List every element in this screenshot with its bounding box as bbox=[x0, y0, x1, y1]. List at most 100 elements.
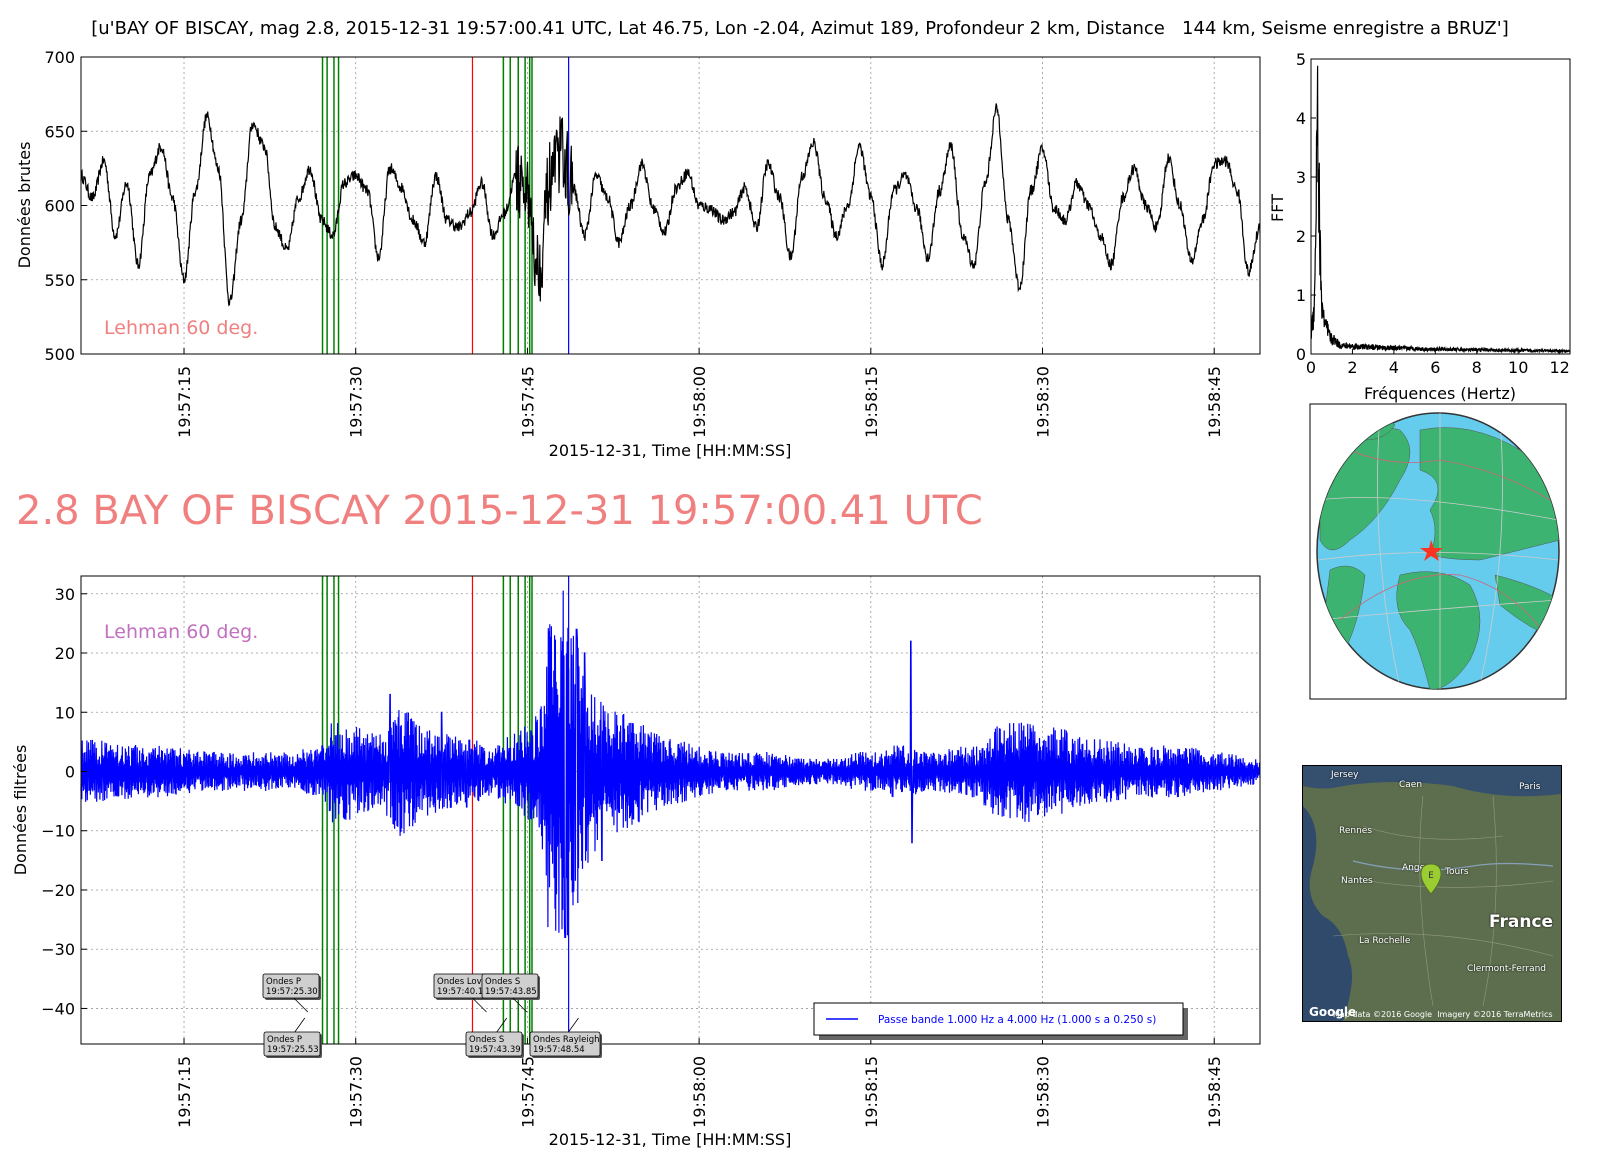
filtered-pick-lines bbox=[321, 576, 570, 1044]
map-label-rennes: Rennes bbox=[1339, 826, 1373, 836]
fft-plot-frame bbox=[1310, 58, 1571, 355]
raw-y-ticks: 500 550 600 650 700 bbox=[44, 48, 87, 364]
fft-y-tick-label: 3 bbox=[1296, 168, 1306, 187]
event-title: 2.8 BAY OF BISCAY 2015-12-31 19:57:00.41… bbox=[16, 488, 983, 534]
filtered-plot-area bbox=[81, 576, 1260, 1044]
map-label-caen: Caen bbox=[1399, 780, 1423, 790]
raw-y-axis-label: Données brutes bbox=[15, 142, 34, 269]
raw-x-ticks: 19:57:15 19:57:30 19:57:45 19:58:00 19:58:15… bbox=[175, 348, 1224, 438]
filtered-x-tick-label: 19:58:45 bbox=[1205, 1056, 1224, 1128]
pick-label: Ondes P19:57:25.30 bbox=[262, 973, 321, 1013]
raw-y-tick-label: 550 bbox=[44, 271, 75, 290]
pick-arrow bbox=[472, 997, 487, 1013]
filtered-y-ticks: 30 20 10 0 −10 −20 −30 −40 bbox=[41, 585, 87, 1018]
map-label-france: France bbox=[1489, 912, 1554, 932]
fft-x-tick-label: 0 bbox=[1306, 358, 1316, 377]
pick-label-name: Ondes S bbox=[469, 1035, 504, 1045]
map-label-tours: Tours bbox=[1445, 867, 1469, 877]
fft-y-ticks: 0 1 2 3 4 5 bbox=[1296, 50, 1316, 364]
filtered-y-axis-label: Données filtrées bbox=[11, 745, 30, 876]
filtered-y-tick-label: −30 bbox=[41, 940, 75, 959]
filtered-y-tick-label: −20 bbox=[41, 881, 75, 900]
raw-x-axis-label: 2015-12-31, Time [HH:MM:SS] bbox=[549, 441, 792, 460]
pick-arrow bbox=[294, 1017, 306, 1033]
pick-label-time: 19:57:43.39 bbox=[469, 1045, 521, 1055]
filtered-y-tick-label: 0 bbox=[65, 762, 75, 781]
filtered-x-tick-label: 19:58:00 bbox=[690, 1056, 709, 1128]
pick-arrow bbox=[512, 997, 528, 1013]
filtered-grid bbox=[81, 576, 1260, 1044]
legend-label: Passe bande 1.000 Hz a 4.000 Hz (1.000 s… bbox=[878, 1014, 1156, 1026]
fft-x-tick-label: 6 bbox=[1430, 358, 1440, 377]
fft-x-tick-label: 8 bbox=[1472, 358, 1482, 377]
fft-y-tick-label: 5 bbox=[1296, 50, 1306, 69]
fft-y-tick-label: 1 bbox=[1296, 286, 1306, 305]
pick-label-name: Ondes S bbox=[485, 977, 520, 987]
fft-x-tick-label: 10 bbox=[1508, 358, 1528, 377]
map-marker-letter: E bbox=[1428, 871, 1434, 881]
filtered-y-tick-label: 20 bbox=[55, 644, 75, 663]
pick-label-name: Ondes Rayleigh bbox=[533, 1035, 600, 1045]
pick-label-time: 19:57:48.54 bbox=[533, 1045, 585, 1055]
pick-label-name: Ondes P bbox=[267, 1035, 302, 1045]
fft-y-axis-label: FFT bbox=[1268, 194, 1287, 222]
filtered-x-axis-label: 2015-12-31, Time [HH:MM:SS] bbox=[549, 1130, 792, 1149]
map-label-angers: Angers bbox=[1402, 863, 1434, 873]
legend: Passe bande 1.000 Hz a 4.000 Hz (1.000 s… bbox=[813, 1002, 1188, 1040]
fft-y-tick-label: 0 bbox=[1296, 345, 1306, 364]
filtered-x-ticks: 19:57:15 19:57:30 19:57:45 19:58:00 19:58:15… bbox=[175, 1038, 1224, 1128]
epicenter-star-icon bbox=[1420, 540, 1443, 561]
map-label-nantes: Nantes bbox=[1341, 876, 1373, 886]
pick-label: Ondes S19:57:43.85 bbox=[481, 973, 540, 1013]
filtered-trace-line bbox=[80, 590, 1261, 938]
filtered-y-tick-label: 30 bbox=[55, 585, 75, 604]
filtered-x-tick-label: 19:58:30 bbox=[1034, 1056, 1053, 1128]
legend-box bbox=[813, 1002, 1184, 1036]
filtered-x-tick-label: 19:57:15 bbox=[175, 1056, 194, 1128]
filtered-y-tick-label: −40 bbox=[41, 999, 75, 1018]
fft-y-tick-label: 2 bbox=[1296, 227, 1306, 246]
fft-trace-line bbox=[1310, 65, 1571, 355]
fft-x-tick-label: 2 bbox=[1347, 358, 1357, 377]
raw-y-tick-label: 500 bbox=[44, 345, 75, 364]
pick-arrow bbox=[496, 1017, 508, 1033]
map-label-jersey: Jersey bbox=[1331, 770, 1359, 780]
region-map[interactable]: Jersey Caen Paris Rennes Angers Tours Na… bbox=[1302, 765, 1562, 1022]
filtered-y-tick-label: −10 bbox=[41, 822, 75, 841]
pick-label-name: Ondes Love bbox=[437, 977, 487, 987]
figure-title: [u'BAY OF BISCAY, mag 2.8, 2015-12-31 19… bbox=[91, 18, 1509, 39]
pick-label-time: 19:57:25.53 bbox=[267, 1045, 319, 1055]
fft-y-tick-label: 4 bbox=[1296, 109, 1306, 128]
fft-x-tick-label: 12 bbox=[1549, 358, 1569, 377]
raw-x-tick-label: 19:57:45 bbox=[518, 366, 537, 438]
pick-label-time: 19:57:25.30 bbox=[266, 987, 318, 997]
raw-x-tick-label: 19:58:45 bbox=[1205, 366, 1224, 438]
filtered-x-tick-label: 19:57:30 bbox=[347, 1056, 366, 1128]
pick-arrow bbox=[568, 1017, 579, 1033]
filtered-x-tick-label: 19:57:45 bbox=[518, 1056, 537, 1128]
raw-trace-line bbox=[80, 103, 1261, 307]
map-label-paris: Paris bbox=[1519, 782, 1541, 792]
raw-x-tick-label: 19:58:30 bbox=[1034, 366, 1053, 438]
map-credit: Map data ©2016 Google Imagery ©2016 Terr… bbox=[1333, 1010, 1553, 1019]
filtered-annotation: Lehman 60 deg. bbox=[104, 621, 258, 643]
raw-y-tick-label: 600 bbox=[44, 197, 75, 216]
filtered-y-tick-label: 10 bbox=[55, 703, 75, 722]
google-logo: Google bbox=[1309, 1005, 1357, 1019]
filtered-plot-frame bbox=[80, 575, 1261, 1045]
map-marker-icon[interactable]: E bbox=[1421, 864, 1441, 894]
pick-label-time: 19:57:40.19 bbox=[437, 987, 489, 997]
raw-x-tick-label: 19:58:00 bbox=[690, 366, 709, 438]
map-label-la-rochelle: La Rochelle bbox=[1359, 936, 1411, 946]
filtered-x-tick-label: 19:58:15 bbox=[862, 1056, 881, 1128]
pick-label: Ondes P19:57:25.53 bbox=[263, 1017, 322, 1058]
raw-x-tick-label: 19:58:15 bbox=[862, 366, 881, 438]
raw-data-plot: 500 550 600 650 700 19:57:15 19:57:30 19:57:45… bbox=[15, 48, 1261, 460]
globe-land bbox=[1317, 413, 1559, 689]
map-label-clermont-ferrand: Clermont-Ferrand bbox=[1467, 964, 1547, 974]
raw-annotation: Lehman 60 deg. bbox=[104, 317, 258, 339]
fft-plot-area bbox=[1311, 59, 1570, 354]
